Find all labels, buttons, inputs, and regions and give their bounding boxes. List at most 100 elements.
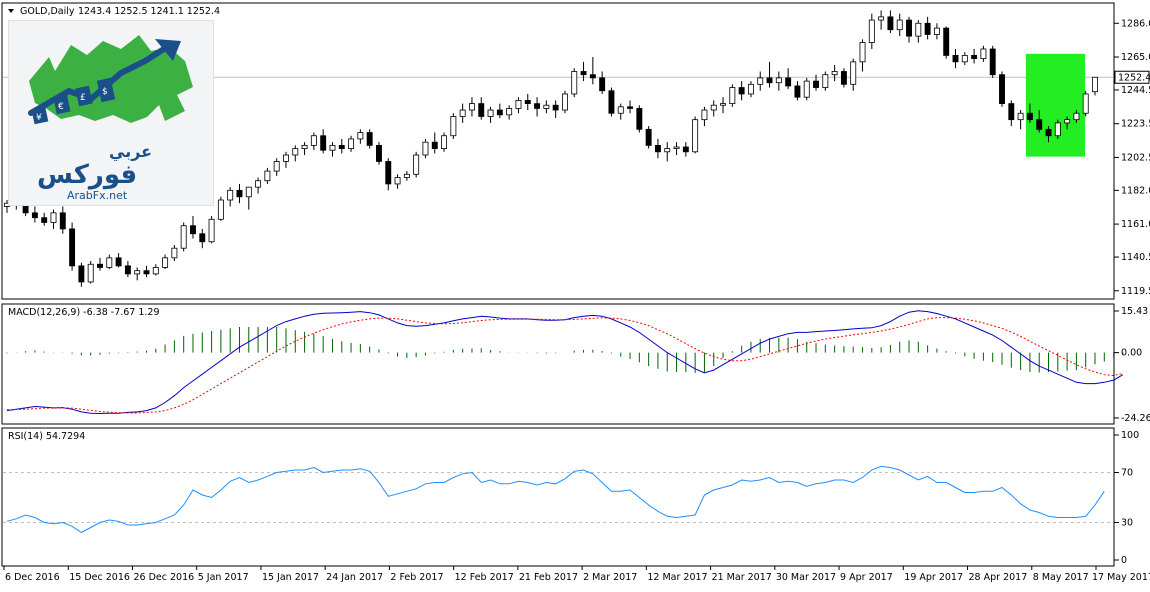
candle bbox=[627, 100, 634, 114]
candle bbox=[134, 267, 141, 281]
candle bbox=[106, 254, 113, 270]
candle bbox=[1008, 100, 1015, 127]
rsi-tick-label: 30 bbox=[1121, 518, 1133, 529]
candle bbox=[989, 45, 996, 78]
candle bbox=[980, 45, 987, 62]
svg-text:¥: ¥ bbox=[36, 113, 42, 123]
candle bbox=[924, 16, 931, 40]
price-tick-label: 1140.5 bbox=[1121, 252, 1150, 263]
time-tick-label: 24 Jan 2017 bbox=[326, 572, 383, 583]
candle bbox=[1036, 110, 1043, 133]
time-tick-label: 30 Mar 2017 bbox=[776, 572, 836, 583]
rsi-tick-label: 0 bbox=[1121, 555, 1127, 566]
candle bbox=[376, 142, 382, 165]
collapse-arrow-icon[interactable] bbox=[8, 9, 14, 13]
candle bbox=[664, 142, 671, 162]
candle bbox=[478, 97, 485, 120]
candle bbox=[329, 142, 336, 157]
candle bbox=[413, 151, 420, 178]
current-price-tag bbox=[1114, 70, 1150, 84]
current-price-text: 1252.4 bbox=[1118, 72, 1150, 83]
candle bbox=[162, 254, 169, 270]
candle bbox=[896, 13, 903, 37]
candle bbox=[794, 81, 801, 101]
candle bbox=[468, 97, 475, 117]
candle bbox=[850, 58, 857, 91]
candle bbox=[747, 81, 754, 98]
candle bbox=[915, 20, 922, 43]
candle bbox=[273, 158, 280, 176]
candle bbox=[906, 16, 912, 43]
candle bbox=[1082, 90, 1089, 117]
price-tick-label: 1265.0 bbox=[1121, 52, 1150, 63]
candle bbox=[673, 142, 680, 156]
candle bbox=[822, 71, 829, 91]
candle bbox=[710, 100, 717, 117]
candle bbox=[459, 103, 466, 123]
candle bbox=[878, 10, 885, 30]
candle bbox=[78, 262, 85, 287]
candle bbox=[887, 10, 894, 33]
candle bbox=[608, 87, 615, 117]
candle bbox=[515, 97, 522, 114]
candle bbox=[217, 196, 224, 221]
pound-coin-icon bbox=[75, 85, 93, 107]
candle bbox=[645, 126, 652, 149]
rsi-line bbox=[6, 465, 1105, 534]
candle bbox=[859, 39, 866, 72]
candle bbox=[171, 244, 178, 262]
candle bbox=[59, 206, 66, 234]
time-tick-label: 12 Mar 2017 bbox=[647, 572, 707, 583]
candle bbox=[738, 81, 745, 101]
candle bbox=[97, 257, 103, 271]
candle bbox=[283, 151, 289, 168]
time-tick-label: 15 Dec 2016 bbox=[69, 572, 130, 583]
candle bbox=[1017, 110, 1024, 130]
candle bbox=[599, 71, 606, 94]
candle bbox=[310, 132, 317, 151]
candle bbox=[227, 187, 234, 207]
svg-text:€: € bbox=[58, 102, 64, 112]
rsi-panel bbox=[1, 427, 1115, 567]
price-tick-label: 1182.0 bbox=[1121, 185, 1150, 196]
logo-site-text: ArabFx.net bbox=[67, 189, 128, 202]
candle bbox=[1064, 116, 1071, 130]
candle bbox=[394, 174, 401, 189]
candle bbox=[999, 71, 1005, 107]
candle bbox=[701, 106, 708, 127]
candle bbox=[524, 93, 531, 111]
time-tick-label: 28 Apr 2017 bbox=[969, 572, 1028, 583]
candle bbox=[422, 138, 429, 159]
candle bbox=[720, 97, 726, 114]
ohlc-label: 1243.4 1252.5 1241.1 1252.4 bbox=[78, 6, 220, 17]
candle bbox=[534, 97, 541, 117]
candle bbox=[943, 26, 950, 59]
price-tick-label: 1202.5 bbox=[1121, 152, 1150, 163]
candle bbox=[589, 57, 596, 85]
time-tick-label: 8 May 2017 bbox=[1033, 572, 1089, 583]
candle bbox=[868, 13, 875, 49]
candle bbox=[208, 216, 215, 244]
candle bbox=[785, 68, 792, 90]
yen-coin-icon bbox=[31, 107, 49, 125]
time-tick-label: 2 Mar 2017 bbox=[583, 572, 637, 583]
candle bbox=[543, 100, 550, 114]
candle bbox=[1045, 126, 1052, 143]
candle bbox=[487, 106, 494, 123]
candle bbox=[320, 129, 327, 154]
signal-line bbox=[6, 317, 1124, 414]
candle bbox=[580, 61, 587, 82]
candle bbox=[255, 177, 262, 194]
arabfx-logo: ¥ € £ $ عربي فوركس ArabFx.net bbox=[8, 20, 214, 206]
candle bbox=[775, 71, 782, 91]
candle bbox=[571, 68, 578, 98]
time-tick-label: 21 Mar 2017 bbox=[712, 572, 772, 583]
candle bbox=[813, 74, 819, 91]
candle bbox=[961, 52, 968, 66]
candle bbox=[729, 84, 736, 107]
macd-tick-label: 15.43 bbox=[1121, 306, 1148, 317]
highlight-box bbox=[1025, 53, 1086, 157]
candle bbox=[69, 222, 76, 271]
